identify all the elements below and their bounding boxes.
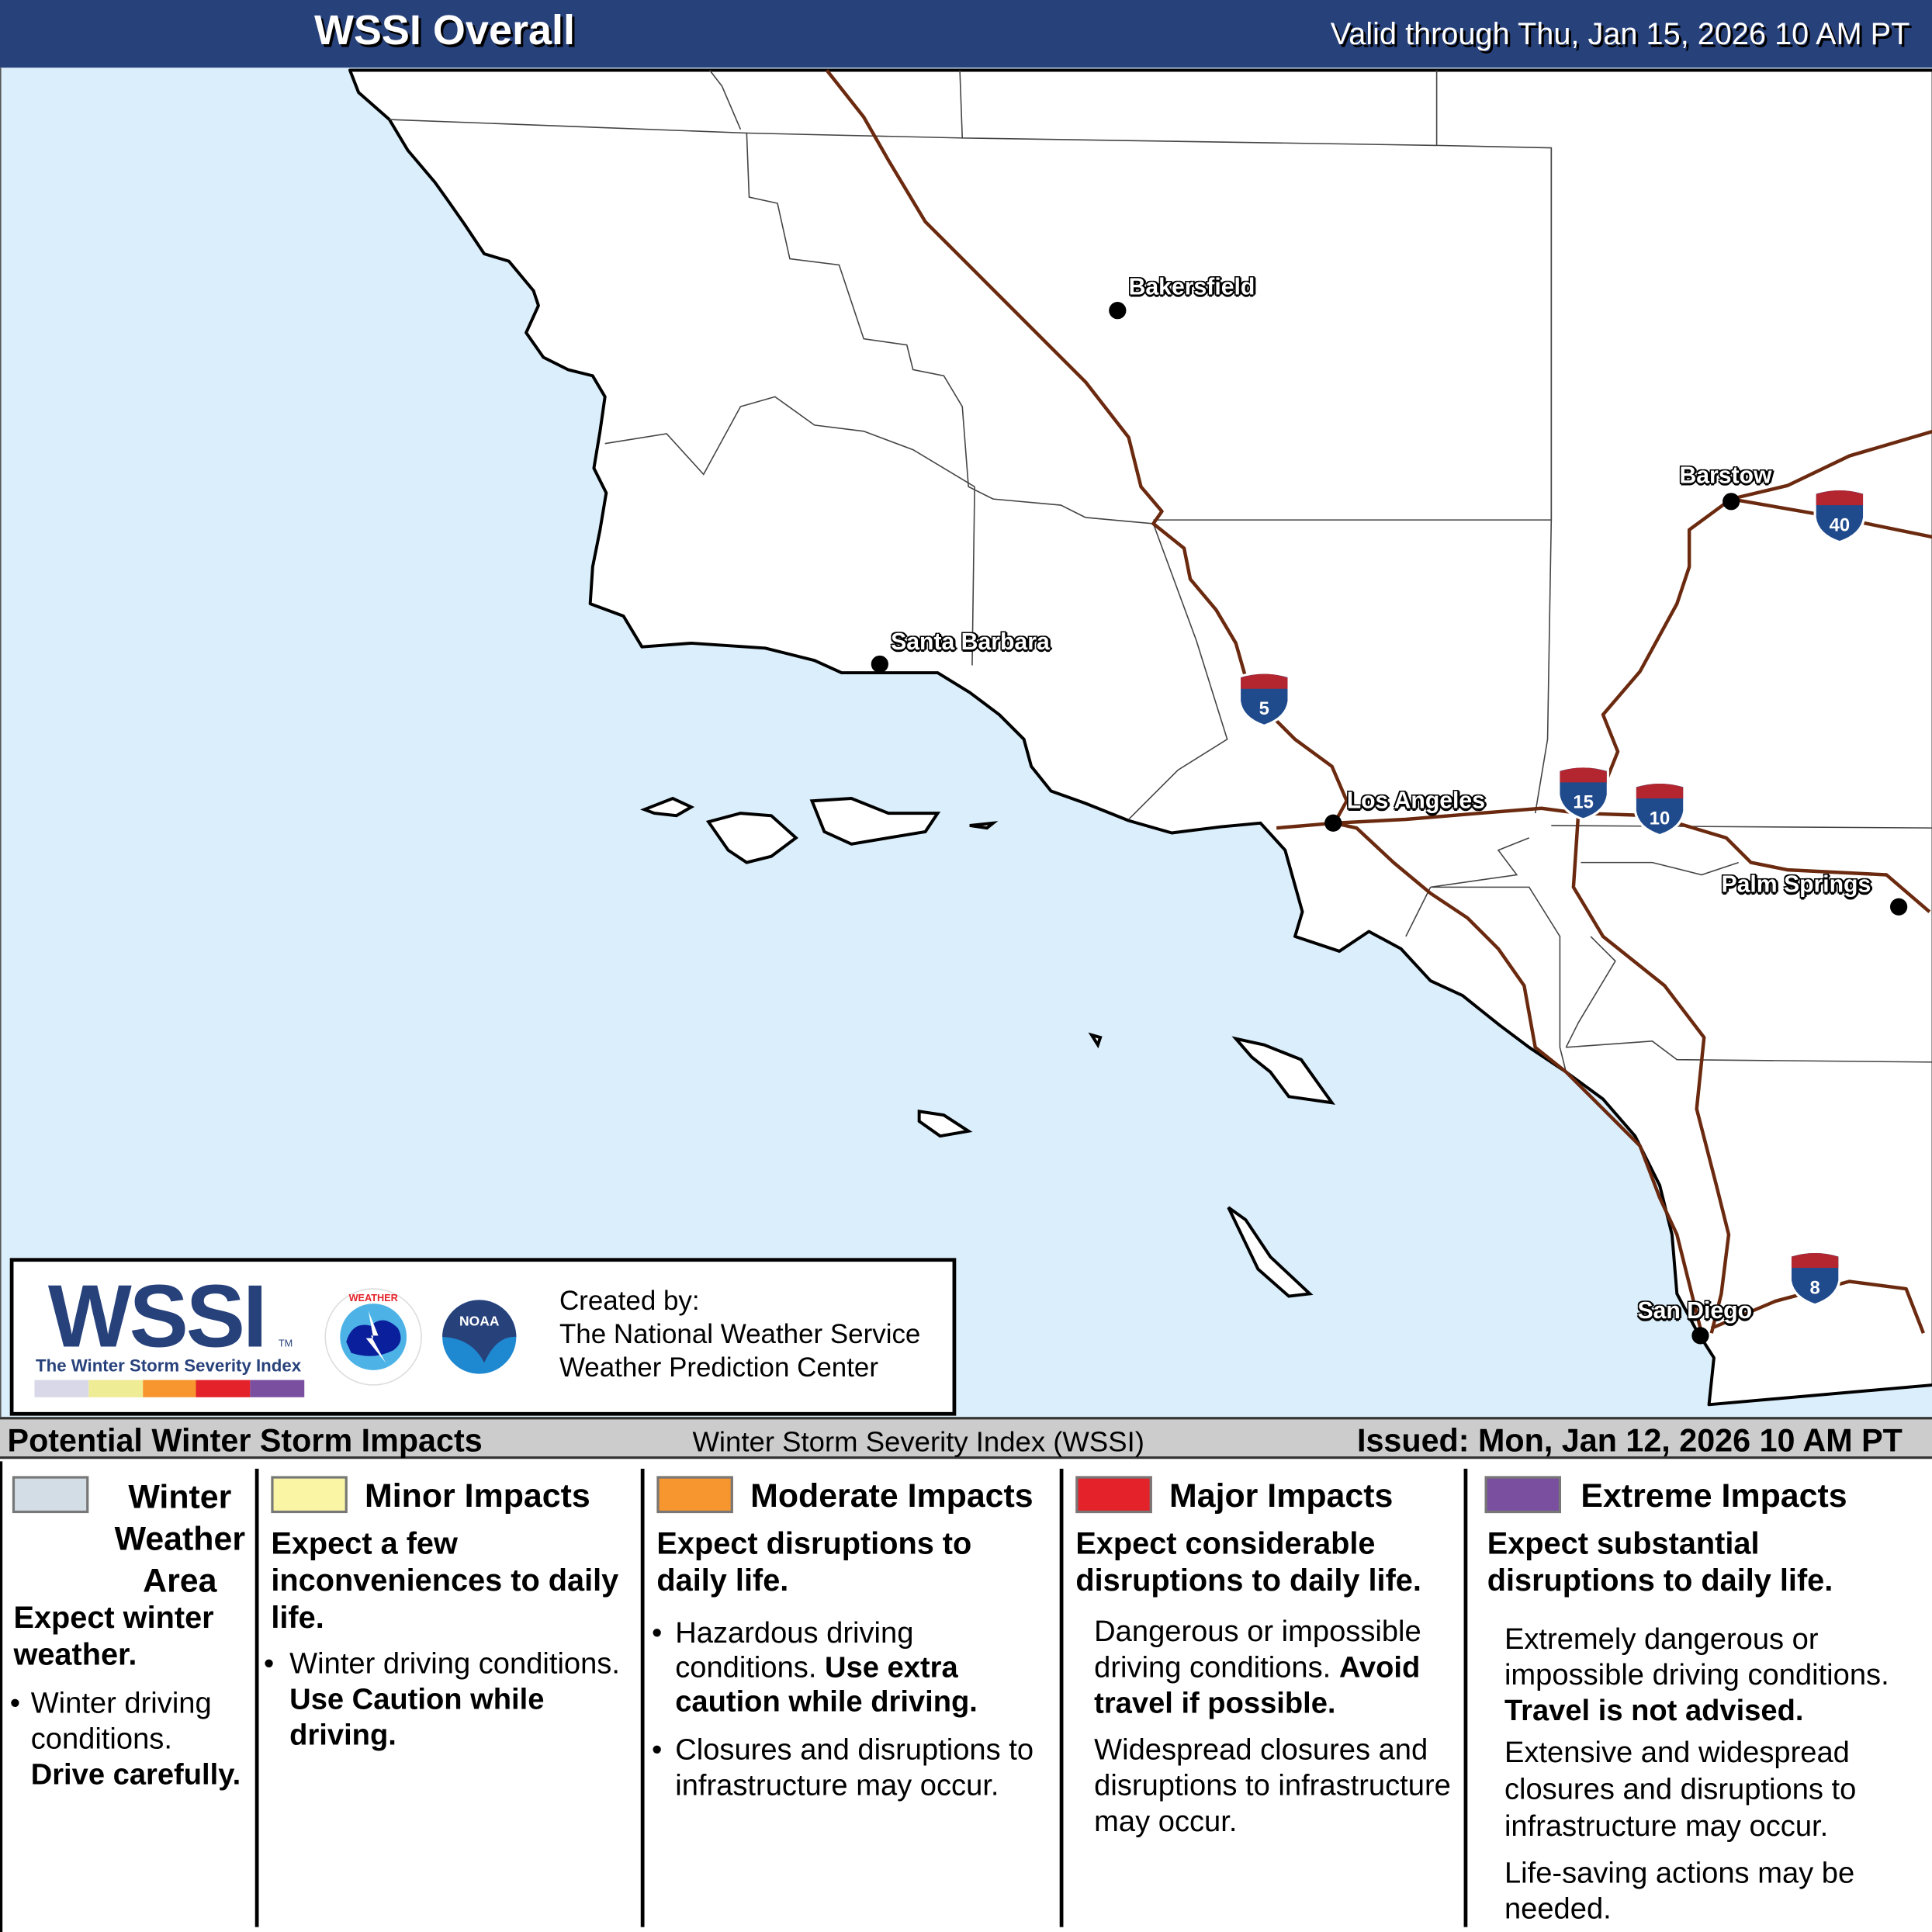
- wssi-logo: WSSI: [47, 1268, 268, 1367]
- city-label-bakersfield: Bakersfield: [1128, 275, 1255, 301]
- svg-text:15: 15: [1573, 792, 1594, 813]
- valid-through: Valid through Thu, Jan 15, 2026 10 AM PT: [1330, 17, 1910, 52]
- legend-detail: Winter driving conditions. Drive carefull…: [30, 1686, 241, 1792]
- svg-text:10: 10: [1650, 808, 1670, 829]
- svg-text:8: 8: [1810, 1277, 1820, 1298]
- legend-detail: Extremely dangerous or impossible drivin…: [1504, 1622, 1889, 1728]
- city-dots: [871, 302, 1908, 1345]
- trademark: TM: [278, 1338, 293, 1349]
- bullet-icon: •: [9, 1686, 21, 1720]
- city-label-barstow: Barstow: [1679, 463, 1772, 490]
- interstate-5: [825, 69, 1704, 1334]
- wssi-color-scale: [34, 1380, 305, 1397]
- legend-detail: Widespread closures and disruptions to i…: [1094, 1733, 1451, 1839]
- created-by-label: Created by:: [559, 1285, 700, 1316]
- swatch-major: [1075, 1476, 1152, 1514]
- divider: [640, 1468, 645, 1927]
- scale-swatch: [142, 1380, 197, 1397]
- svg-text:NOAA: NOAA: [459, 1314, 500, 1329]
- city-label-los-angeles: Los Angeles: [1346, 788, 1485, 815]
- scale-swatch: [196, 1380, 251, 1397]
- legend-summary: Expect considerable disruptions to daily…: [1075, 1526, 1421, 1598]
- legend-moderate-impacts: Moderate Impacts Expect disruptions to d…: [645, 1461, 1060, 1924]
- swatch-moderate: [656, 1476, 733, 1514]
- svg-text:5: 5: [1259, 698, 1269, 719]
- legend-summary: Expect substantial disruptions to daily …: [1487, 1526, 1833, 1598]
- credit-wpc: Weather Prediction Center: [559, 1352, 879, 1383]
- impact-legend: Winter Weather Area Expect winter weathe…: [0, 1461, 1932, 1932]
- legend-detail: Dangerous or impossible driving conditio…: [1094, 1615, 1421, 1720]
- index-name: Winter Storm Severity Index (WSSI): [692, 1425, 1144, 1458]
- credits-text: Created by: The National Weather Service…: [559, 1284, 920, 1384]
- scale-swatch: [250, 1380, 305, 1397]
- map-svg: 5 15 10 40 8: [348, 68, 1932, 1407]
- shield-15-icon: 15: [1557, 765, 1609, 821]
- legend-detail: Closures and disruptions to infrastructu…: [675, 1733, 1034, 1803]
- legend-title: Minor Impacts: [365, 1477, 590, 1515]
- city-label-santa-barbara: Santa Barbara: [891, 629, 1050, 656]
- swatch-extreme: [1484, 1476, 1562, 1514]
- shield-40-icon: 40: [1813, 487, 1866, 544]
- divider: [1059, 1468, 1064, 1927]
- svg-text:40: 40: [1830, 514, 1851, 535]
- scale-swatch: [34, 1380, 89, 1397]
- shield-5-icon: 5: [1238, 671, 1290, 728]
- legend-minor-impacts: Minor Impacts Expect a few inconvenience…: [258, 1461, 640, 1924]
- swatch-minor: [271, 1476, 348, 1514]
- map: 5 15 10 40 8 Bakersfield Barstow Santa B…: [0, 68, 1932, 1418]
- legend-detail: Hazardous driving conditions. Use extra …: [675, 1616, 978, 1719]
- header-bar: WSSI Overall Valid through Thu, Jan 15, …: [0, 0, 1932, 68]
- land: [348, 68, 1932, 1407]
- interstate-8: [1710, 1279, 1925, 1335]
- shield-10-icon: 10: [1633, 781, 1686, 837]
- divider: [254, 1468, 259, 1927]
- legend-summary: Expect a few inconveniences to daily lif…: [271, 1526, 619, 1636]
- bullet-icon: •: [652, 1733, 663, 1768]
- legend-summary: Expect disruptions to daily life.: [656, 1526, 972, 1598]
- bullet-icon: •: [652, 1616, 663, 1650]
- legend-winter-weather-area: Winter Weather Area Expect winter weathe…: [2, 1461, 255, 1924]
- credits-box: WSSI TM The Winter Storm Severity Index …: [9, 1258, 957, 1416]
- wssi-subtitle: The Winter Storm Severity Index: [36, 1355, 302, 1376]
- credit-nws: The National Weather Service: [559, 1318, 921, 1349]
- legend-detail: Extensive and widespread closures and di…: [1504, 1736, 1857, 1844]
- impacts-heading: Potential Winter Storm Impacts: [7, 1421, 483, 1459]
- issued-time: Issued: Mon, Jan 12, 2026 10 AM PT: [1356, 1421, 1903, 1459]
- nws-logo-icon: WEATHER: [324, 1288, 422, 1386]
- interstate-10: [1276, 806, 1931, 913]
- legend-title: Moderate Impacts: [750, 1477, 1034, 1515]
- map-title: WSSI Overall: [313, 7, 576, 54]
- svg-text:WEATHER: WEATHER: [349, 1293, 398, 1304]
- legend-extreme-impacts: Extreme Impacts Expect substantial disru…: [1467, 1461, 1932, 1927]
- interstate-shields: 5 15 10 40 8: [1238, 487, 1866, 1307]
- legend-detail: Life-saving actions may be needed.: [1504, 1857, 1855, 1927]
- shield-8-icon: 8: [1788, 1250, 1841, 1307]
- info-bar: Potential Winter Storm Impacts Winter St…: [0, 1417, 1932, 1459]
- divider: [1463, 1468, 1468, 1927]
- legend-major-impacts: Major Impacts Expect considerable disrup…: [1063, 1461, 1463, 1924]
- legend-summary: Expect winter weather.: [13, 1600, 214, 1672]
- city-label-san-diego: San Diego: [1637, 1298, 1753, 1325]
- legend-detail: Winter driving conditions. Use Caution w…: [289, 1647, 620, 1753]
- scale-swatch: [88, 1380, 143, 1397]
- swatch-winter-weather: [12, 1476, 89, 1514]
- legend-title: Extreme Impacts: [1581, 1477, 1847, 1515]
- city-label-palm-springs: Palm Springs: [1721, 872, 1871, 898]
- islands: [639, 796, 1335, 1298]
- legend-title: Major Impacts: [1169, 1477, 1394, 1515]
- noaa-logo-icon: NOAA: [431, 1289, 528, 1385]
- legend-title: Winter Weather Area: [114, 1478, 246, 1600]
- county-lines: [389, 70, 1932, 1072]
- bullet-icon: •: [263, 1647, 275, 1681]
